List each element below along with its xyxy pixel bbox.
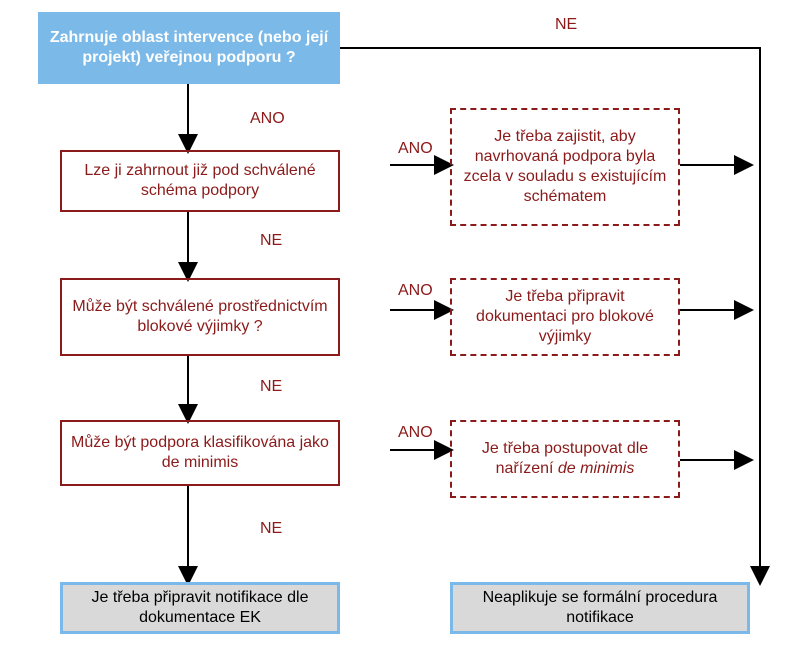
node-text: Je třeba připravit dokumentaci pro bloko… xyxy=(460,287,670,347)
node-end_right: Neaplikuje se formální procedura notifik… xyxy=(450,582,750,634)
node-q2: Lze ji zahrnout již pod schválené schéma… xyxy=(60,150,340,212)
node-a3: Je třeba připravit dokumentaci pro bloko… xyxy=(450,278,680,356)
node-text: Neaplikuje se formální procedura notifik… xyxy=(461,588,739,628)
label-ne3: NE xyxy=(260,520,282,538)
node-text: Lze ji zahrnout již pod schválené schéma… xyxy=(70,161,330,201)
node-text: Může být schválené prostřednictvím bloko… xyxy=(70,297,330,337)
label-ano1: ANO xyxy=(250,110,285,128)
node-text: Je třeba zajistit, aby navrhovaná podpor… xyxy=(460,127,670,207)
label-ano_r3: ANO xyxy=(398,424,433,442)
node-text: Zahrnuje oblast intervence (nebo její pr… xyxy=(46,28,332,68)
node-text: Je třeba připravit notifikace dle dokume… xyxy=(71,588,329,628)
label-ne_top: NE xyxy=(555,16,577,34)
flowchart-canvas: Zahrnuje oblast intervence (nebo její pr… xyxy=(0,0,802,653)
label-ne1: NE xyxy=(260,232,282,250)
node-a4: Je třeba postupovat dle nařízení de mini… xyxy=(450,420,680,498)
label-ano_r1: ANO xyxy=(398,140,433,158)
node-a2: Je třeba zajistit, aby navrhovaná podpor… xyxy=(450,108,680,226)
node-q3: Může být schválené prostřednictvím bloko… xyxy=(60,278,340,356)
node-text: Může být podpora klasifikována jako de m… xyxy=(70,433,330,473)
node-end_left: Je třeba připravit notifikace dle dokume… xyxy=(60,582,340,634)
node-q4: Může být podpora klasifikována jako de m… xyxy=(60,420,340,486)
label-ano_r2: ANO xyxy=(398,282,433,300)
node-start: Zahrnuje oblast intervence (nebo její pr… xyxy=(38,12,340,84)
label-ne2: NE xyxy=(260,378,282,396)
node-text: Je třeba postupovat dle nařízení de mini… xyxy=(460,439,670,479)
